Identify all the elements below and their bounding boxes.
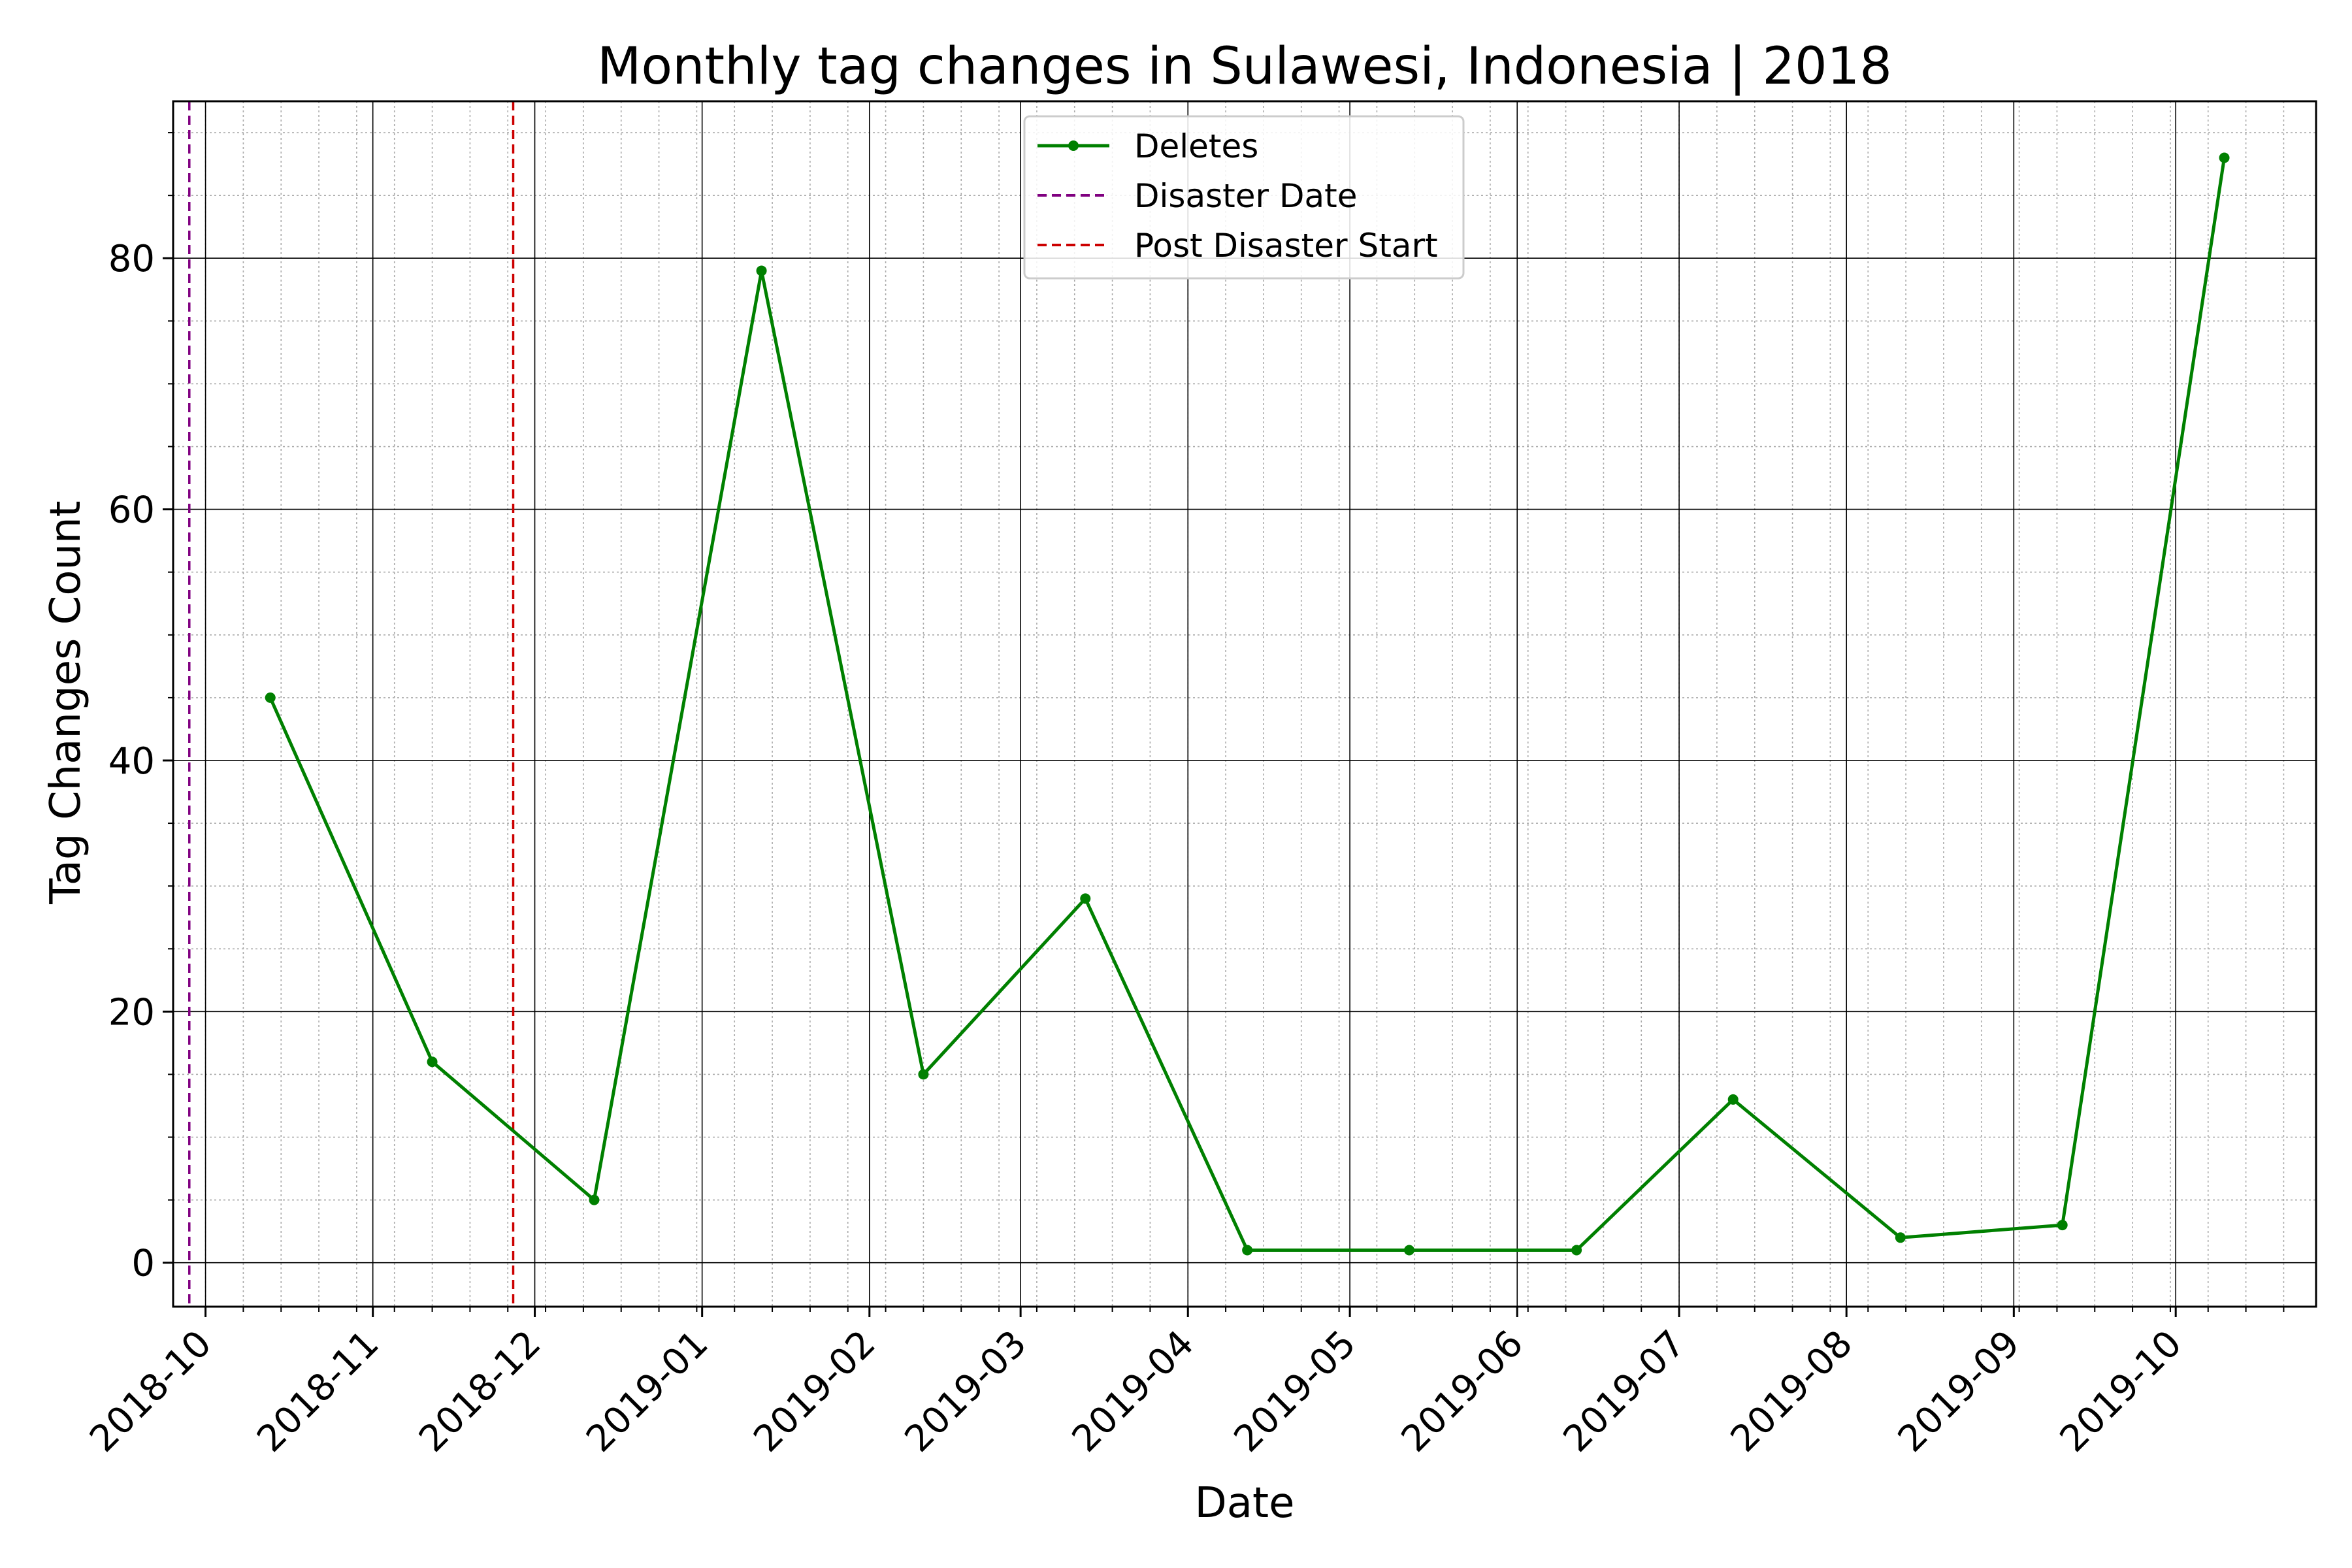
plot-frame (172, 100, 2317, 1308)
y-tick-label: 20 (108, 991, 155, 1034)
x-tick-label: 2019-07 (1556, 1322, 1693, 1460)
data-point-deletes (2219, 152, 2230, 163)
chart-title: Monthly tag changes in Sulawesi, Indones… (597, 37, 1892, 96)
reference-lines (188, 101, 515, 1307)
x-tick-label: 2019-03 (897, 1322, 1035, 1460)
data-point-deletes (427, 1056, 438, 1068)
data-point-deletes (1403, 1245, 1414, 1256)
x-tick-label: 2019-06 (1394, 1322, 1531, 1460)
data-point-deletes (265, 692, 276, 703)
x-tick-label: 2019-02 (745, 1322, 883, 1460)
minor-grid (173, 101, 2316, 1307)
y-tick-label: 60 (108, 489, 155, 532)
legend-post-disaster-label: Post Disaster Start (1134, 227, 1438, 265)
x-tick-label: 2018-11 (249, 1322, 387, 1460)
data-point-deletes (1080, 893, 1091, 904)
x-tick-label: 2019-09 (1890, 1322, 2028, 1460)
y-tick-label: 80 (108, 238, 155, 280)
x-tick-label: 2019-08 (1723, 1322, 1861, 1460)
x-tick-label: 2019-10 (2052, 1322, 2190, 1460)
series-layer (265, 152, 2230, 1256)
legend-box (1023, 115, 1465, 280)
x-tick-label: 2019-04 (1064, 1322, 1202, 1460)
y-axis-label: Tag Changes Count (42, 500, 90, 904)
legend-disaster-date-label: Disaster Date (1134, 177, 1357, 215)
legend-deletes-label: Deletes (1134, 127, 1258, 165)
data-point-deletes (1242, 1245, 1253, 1256)
data-point-deletes (1895, 1232, 1906, 1243)
data-point-deletes (589, 1194, 600, 1205)
x-tick-label: 2019-01 (578, 1322, 716, 1460)
data-point-deletes (1727, 1094, 1739, 1105)
x-tick-label: 2018-10 (82, 1322, 220, 1460)
legend-deletes-marker (1068, 140, 1079, 151)
y-tick-label: 40 (108, 740, 155, 783)
series-line-deletes (269, 157, 2226, 1252)
x-axis-label: Date (1195, 1479, 1295, 1527)
x-tick-label: 2019-05 (1226, 1322, 1364, 1460)
data-point-deletes (2057, 1220, 2068, 1231)
data-point-deletes (918, 1069, 929, 1080)
data-point-deletes (756, 265, 767, 276)
major-grid (173, 101, 2316, 1307)
x-tick-label: 2018-12 (411, 1322, 549, 1460)
data-point-deletes (1571, 1245, 1582, 1256)
y-tick-label: 0 (131, 1243, 155, 1285)
legend: Deletes Disaster Date Post Disaster Star… (1023, 115, 1465, 280)
